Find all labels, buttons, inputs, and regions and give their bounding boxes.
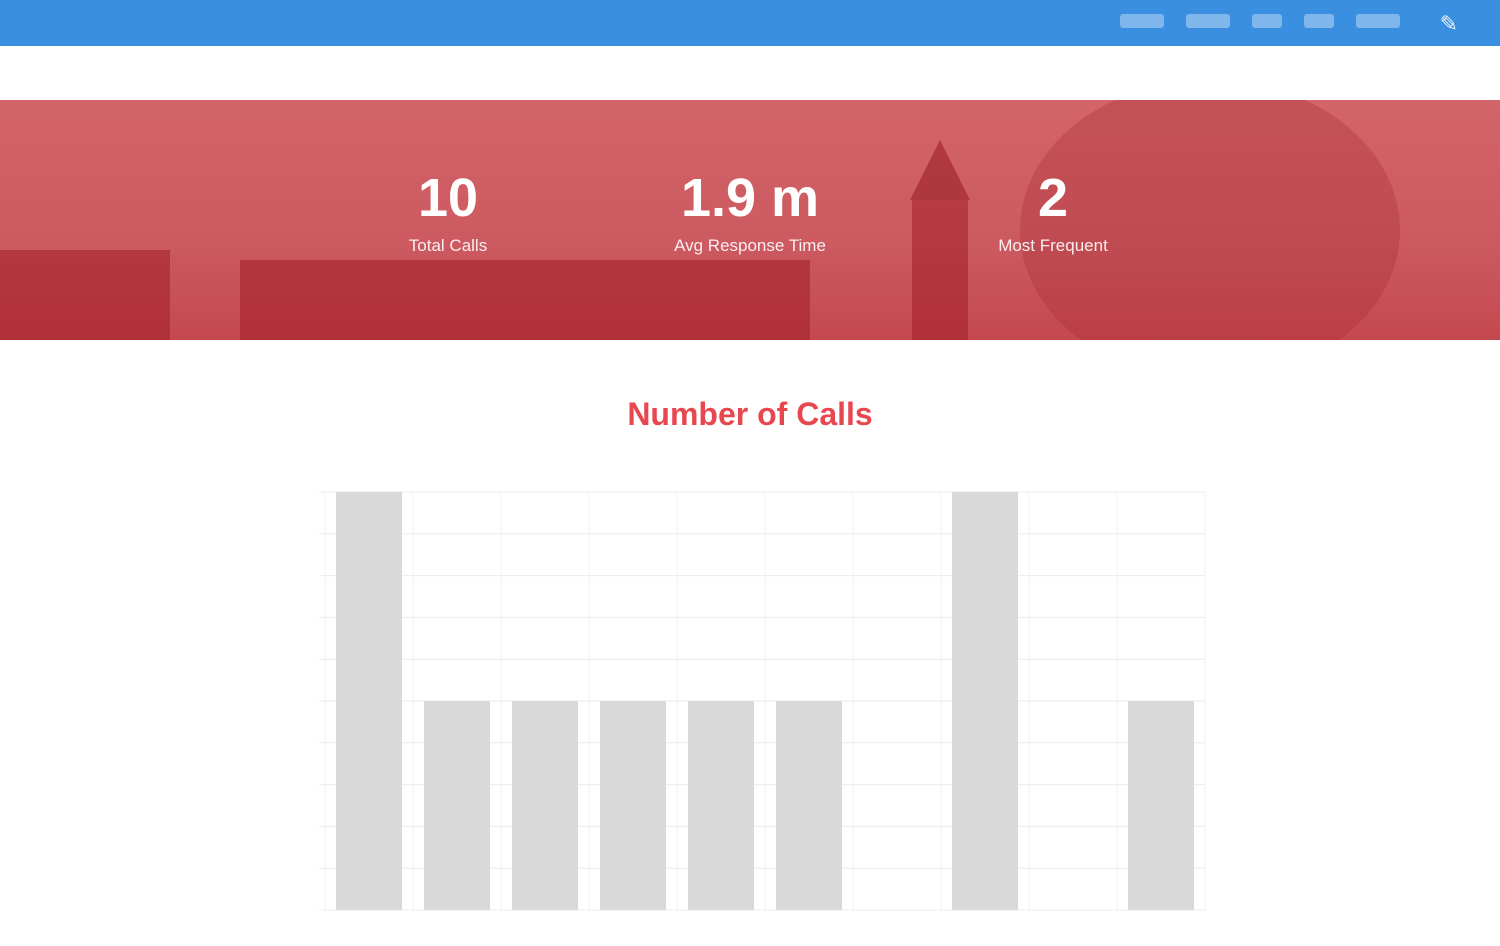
calls-bar-chart bbox=[319, 491, 1206, 911]
chart-bar bbox=[512, 701, 578, 910]
banner-tower bbox=[912, 200, 968, 340]
chart-bar bbox=[600, 701, 666, 910]
stat-value: 10 bbox=[417, 168, 479, 228]
nav-item-1[interactable] bbox=[1120, 14, 1164, 28]
stat-most-frequent: 2 Most Frequent bbox=[948, 170, 1158, 256]
banner-building-left bbox=[0, 250, 170, 340]
chart-bar bbox=[1128, 701, 1194, 910]
nav-item-5[interactable] bbox=[1356, 14, 1400, 28]
chart-bar bbox=[952, 492, 1018, 910]
stats-banner: 10 Total Calls 1.9 m Avg Response Time 2… bbox=[0, 100, 1500, 340]
chart-bar bbox=[424, 701, 490, 910]
edit-pencil-icon[interactable]: ✎ bbox=[1439, 11, 1458, 36]
nav-menu bbox=[1120, 14, 1400, 28]
section-title: Number of Calls bbox=[627, 396, 873, 432]
stat-value: 1.9 m bbox=[680, 168, 820, 228]
chart-bar bbox=[336, 492, 402, 910]
stat-avg-response-time: 1.9 m Avg Response Time bbox=[630, 170, 870, 256]
stat-total-calls: 10 Total Calls bbox=[348, 170, 548, 256]
chart-bar bbox=[688, 701, 754, 910]
stat-value: 2 bbox=[1037, 168, 1069, 228]
chart-bar bbox=[776, 701, 842, 910]
banner-tower-spire bbox=[910, 140, 970, 200]
stat-label: Total Calls bbox=[408, 236, 488, 255]
stat-label: Avg Response Time bbox=[674, 236, 826, 255]
banner-tree bbox=[1020, 100, 1400, 340]
stat-label: Most Frequent bbox=[998, 236, 1108, 255]
nav-item-3[interactable] bbox=[1252, 14, 1282, 28]
top-navbar: ✎ bbox=[0, 0, 1500, 46]
nav-item-2[interactable] bbox=[1186, 14, 1230, 28]
nav-item-4[interactable] bbox=[1304, 14, 1334, 28]
banner-building-center bbox=[240, 260, 810, 340]
